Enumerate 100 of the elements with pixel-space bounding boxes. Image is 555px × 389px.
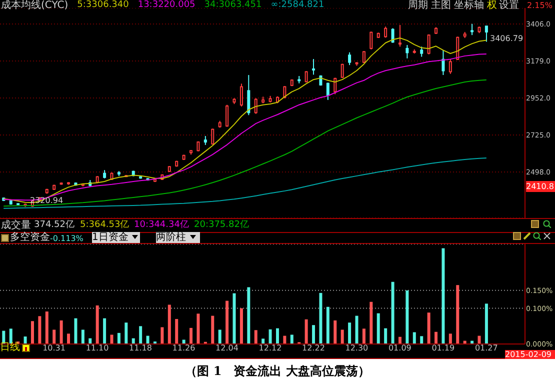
text: （图 1 资金流出 大盘高位震荡） (185, 364, 370, 378)
bar (384, 328, 388, 344)
bar (340, 330, 344, 344)
bar (103, 318, 106, 344)
bar (434, 332, 438, 344)
bar (182, 340, 186, 344)
annotation: 权 (487, 0, 497, 11)
text: 2410.8 (526, 182, 554, 191)
bar (478, 336, 481, 344)
bar (312, 325, 316, 344)
candlestick (348, 52, 352, 66)
text: -0.113% (50, 234, 84, 243)
bar (427, 312, 430, 344)
x-tick-label: 01.27 (474, 344, 498, 353)
bar (139, 326, 142, 344)
candlestick (362, 50, 366, 64)
candlestick (226, 104, 229, 128)
bar (38, 316, 42, 344)
bar (218, 330, 222, 344)
bar (175, 319, 178, 344)
x-tick-label: 11.26 (172, 344, 196, 353)
x-tick-label: 01.09 (388, 344, 412, 353)
text: 1日资金 (92, 232, 128, 243)
bar (52, 330, 56, 344)
candlestick (370, 31, 373, 50)
bar (276, 328, 279, 344)
candlestick (240, 83, 243, 107)
candlestick (448, 58, 452, 74)
x-tick-label: 12.12 (258, 344, 282, 353)
bar (391, 282, 394, 344)
bar (262, 338, 265, 344)
text: 10:344.34亿 (134, 220, 189, 230)
bar (190, 328, 193, 344)
candlestick (254, 98, 258, 114)
text: 成交量 (1, 220, 31, 231)
text: 两阶柱 (156, 232, 186, 243)
candlestick (420, 46, 424, 58)
bar (45, 312, 48, 344)
text: 13:3220.005 (138, 0, 196, 11)
bar (211, 316, 214, 344)
bar (398, 336, 402, 344)
bar (484, 304, 488, 344)
bar (442, 248, 445, 344)
bar (412, 332, 416, 344)
candlestick (283, 86, 286, 99)
x-tick-label: 11.18 (129, 344, 152, 353)
bar (226, 300, 229, 344)
x-tick-label: 10.31 (42, 344, 66, 353)
candlestick (326, 82, 330, 100)
bar (370, 302, 373, 344)
candlestick (442, 50, 445, 76)
candlestick (304, 70, 308, 83)
bar (247, 287, 250, 344)
candlestick (470, 23, 474, 36)
text: ∞:2584.821 (270, 0, 324, 11)
bar (334, 320, 337, 344)
bar (232, 293, 236, 344)
candlestick (247, 74, 250, 116)
bar (304, 319, 308, 344)
bar (160, 327, 164, 344)
x-tick-label: 01.19 (432, 344, 455, 353)
bar (290, 334, 294, 344)
text: 2015-02-09 (505, 350, 552, 359)
bar (456, 285, 460, 344)
candlestick (391, 28, 394, 44)
x-tick-label: 12.22 (302, 344, 325, 353)
line-series (3, 158, 487, 209)
bar (67, 334, 70, 344)
text: 2.15% (527, 1, 552, 10)
bar (110, 334, 114, 344)
text: 5:364.53亿 (80, 220, 130, 230)
bar (81, 330, 84, 344)
text: 5:3306.340 (77, 0, 129, 11)
bar (362, 328, 366, 344)
bar (254, 330, 258, 344)
bar (355, 316, 358, 344)
text: 20:375.82亿 (194, 220, 249, 230)
bar (448, 334, 452, 344)
x-tick-label: 12.04 (216, 344, 238, 353)
line-series (3, 79, 487, 207)
bar (196, 314, 200, 344)
bar (406, 290, 409, 344)
x-tick-label: 11.10 (86, 344, 109, 353)
candlestick (406, 44, 409, 59)
x-tick-label: 12.30 (345, 344, 368, 353)
bar (420, 336, 424, 344)
bar (268, 329, 272, 344)
bar (240, 308, 243, 344)
bar (376, 313, 380, 344)
bar (60, 320, 63, 344)
bar (283, 336, 286, 344)
bar (74, 318, 78, 344)
bar (348, 322, 352, 344)
bar (117, 332, 120, 344)
text: 设置 (499, 0, 519, 11)
bar (326, 306, 330, 344)
annotation: 坐标轴 (454, 0, 484, 11)
annotation: 日线 (0, 342, 20, 353)
candlestick (211, 128, 214, 146)
chart-title: 成本均线(CYC) (1, 0, 68, 11)
